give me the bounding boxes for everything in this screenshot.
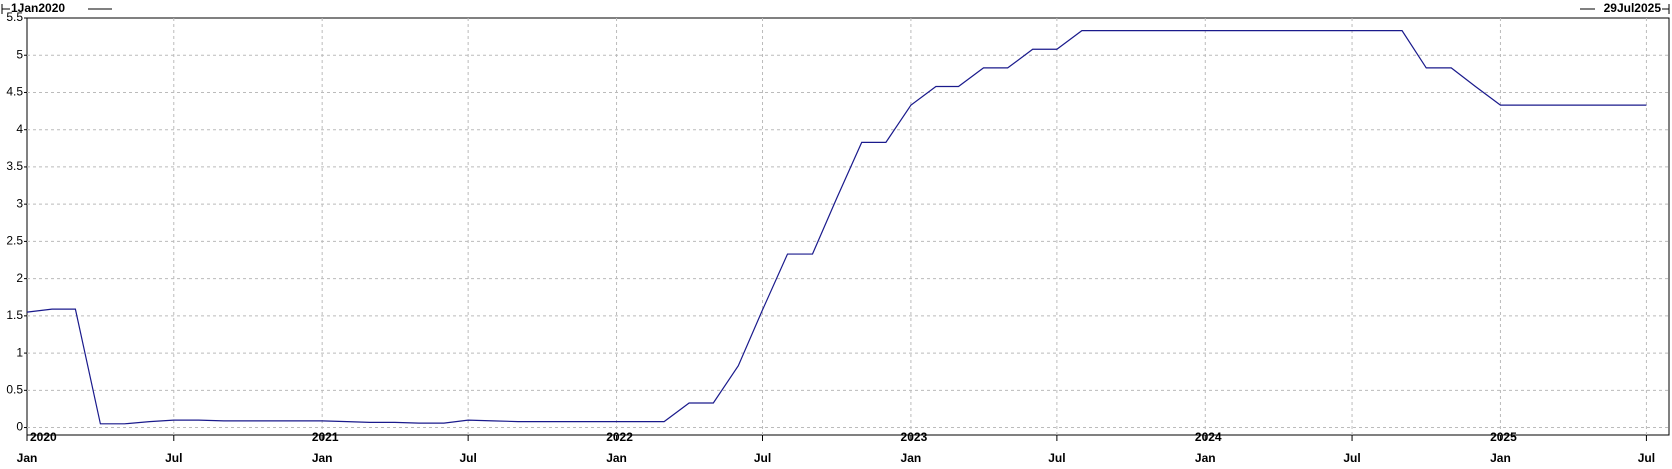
range-end: 29Jul2025 <box>1604 1 1662 15</box>
year-label: 2020 <box>30 430 57 444</box>
y-tick-label: 3.5 <box>6 159 23 173</box>
x-tick-label: Jul <box>1638 451 1655 465</box>
x-tick-label: Jan <box>312 451 333 465</box>
y-tick-label: 0 <box>16 420 23 434</box>
y-tick-label: 5.5 <box>6 10 23 24</box>
y-tick-label: 4 <box>16 122 23 136</box>
y-tick-label: 3 <box>16 196 23 210</box>
year-label: 2025 <box>1490 430 1517 444</box>
year-label: 2023 <box>901 430 928 444</box>
x-tick-label: Jul <box>1343 451 1360 465</box>
y-tick-label: 2.5 <box>6 234 23 248</box>
y-tick-label: 5 <box>16 47 23 61</box>
y-tick-label: 2 <box>16 271 23 285</box>
x-tick-label: Jul <box>1048 451 1065 465</box>
year-label: 2024 <box>1195 430 1222 444</box>
x-tick-label: Jul <box>165 451 182 465</box>
x-tick-label: Jul <box>459 451 476 465</box>
x-tick-label: Jan <box>17 451 38 465</box>
y-tick-label: 4.5 <box>6 85 23 99</box>
plot-frame <box>26 17 1670 436</box>
x-tick-label: Jan <box>901 451 922 465</box>
y-tick-label: 1 <box>16 345 23 359</box>
y-tick-label: 1.5 <box>6 308 23 322</box>
x-tick-label: Jan <box>1490 451 1511 465</box>
x-tick-label: Jan <box>606 451 627 465</box>
x-tick-label: Jan <box>1195 451 1216 465</box>
range-start: 1Jan2020 <box>11 1 65 15</box>
year-label: 2021 <box>312 430 339 444</box>
y-tick-label: 0.5 <box>6 382 23 396</box>
year-label: 2022 <box>606 430 633 444</box>
line-series <box>26 30 1647 425</box>
x-tick-label: Jul <box>754 451 771 465</box>
